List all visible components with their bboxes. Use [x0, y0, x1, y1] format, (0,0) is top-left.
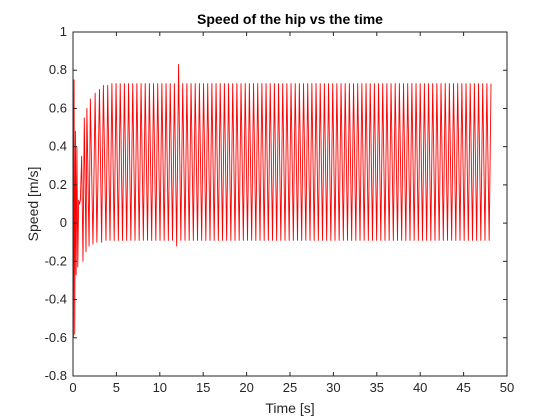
x-tick-label: 0	[69, 380, 76, 395]
y-tick-label: 0.6	[49, 100, 67, 115]
x-tick-label: 40	[413, 380, 427, 395]
x-tick-label: 25	[283, 380, 297, 395]
x-tick-label: 50	[500, 380, 514, 395]
series-layer	[72, 64, 492, 339]
hip-speed-series-line	[72, 64, 492, 339]
x-tick-label: 35	[370, 380, 384, 395]
x-axis-label: Time [s]	[265, 400, 314, 416]
x-tick-label: 20	[239, 380, 253, 395]
y-ticks: -0.8 -0.6 -0.4 -0.2 0 0.2 0.4 0.6 0.8 1	[45, 24, 507, 383]
y-tick-label: 0	[60, 215, 67, 230]
x-tick-label: 10	[153, 380, 167, 395]
x-tick-label: 30	[326, 380, 340, 395]
y-tick-label: -0.6	[45, 330, 67, 345]
y-tick-label: -0.8	[45, 368, 67, 383]
x-tick-label: 45	[456, 380, 470, 395]
y-tick-label: -0.2	[45, 253, 67, 268]
x-tick-label: 5	[113, 380, 120, 395]
y-axis-label: Speed [m/s]	[25, 167, 41, 242]
chart-title: Speed of the hip vs the time	[197, 11, 383, 27]
y-tick-label: 0.4	[49, 139, 67, 154]
y-tick-label: 0.2	[49, 177, 67, 192]
y-tick-label: 0.8	[49, 62, 67, 77]
y-tick-label: 1	[60, 24, 67, 39]
y-tick-label: -0.4	[45, 292, 67, 307]
x-tick-label: 15	[196, 380, 210, 395]
x-ticks: 0 5 10 15 20 25 30 35 40 45 50	[69, 32, 514, 395]
